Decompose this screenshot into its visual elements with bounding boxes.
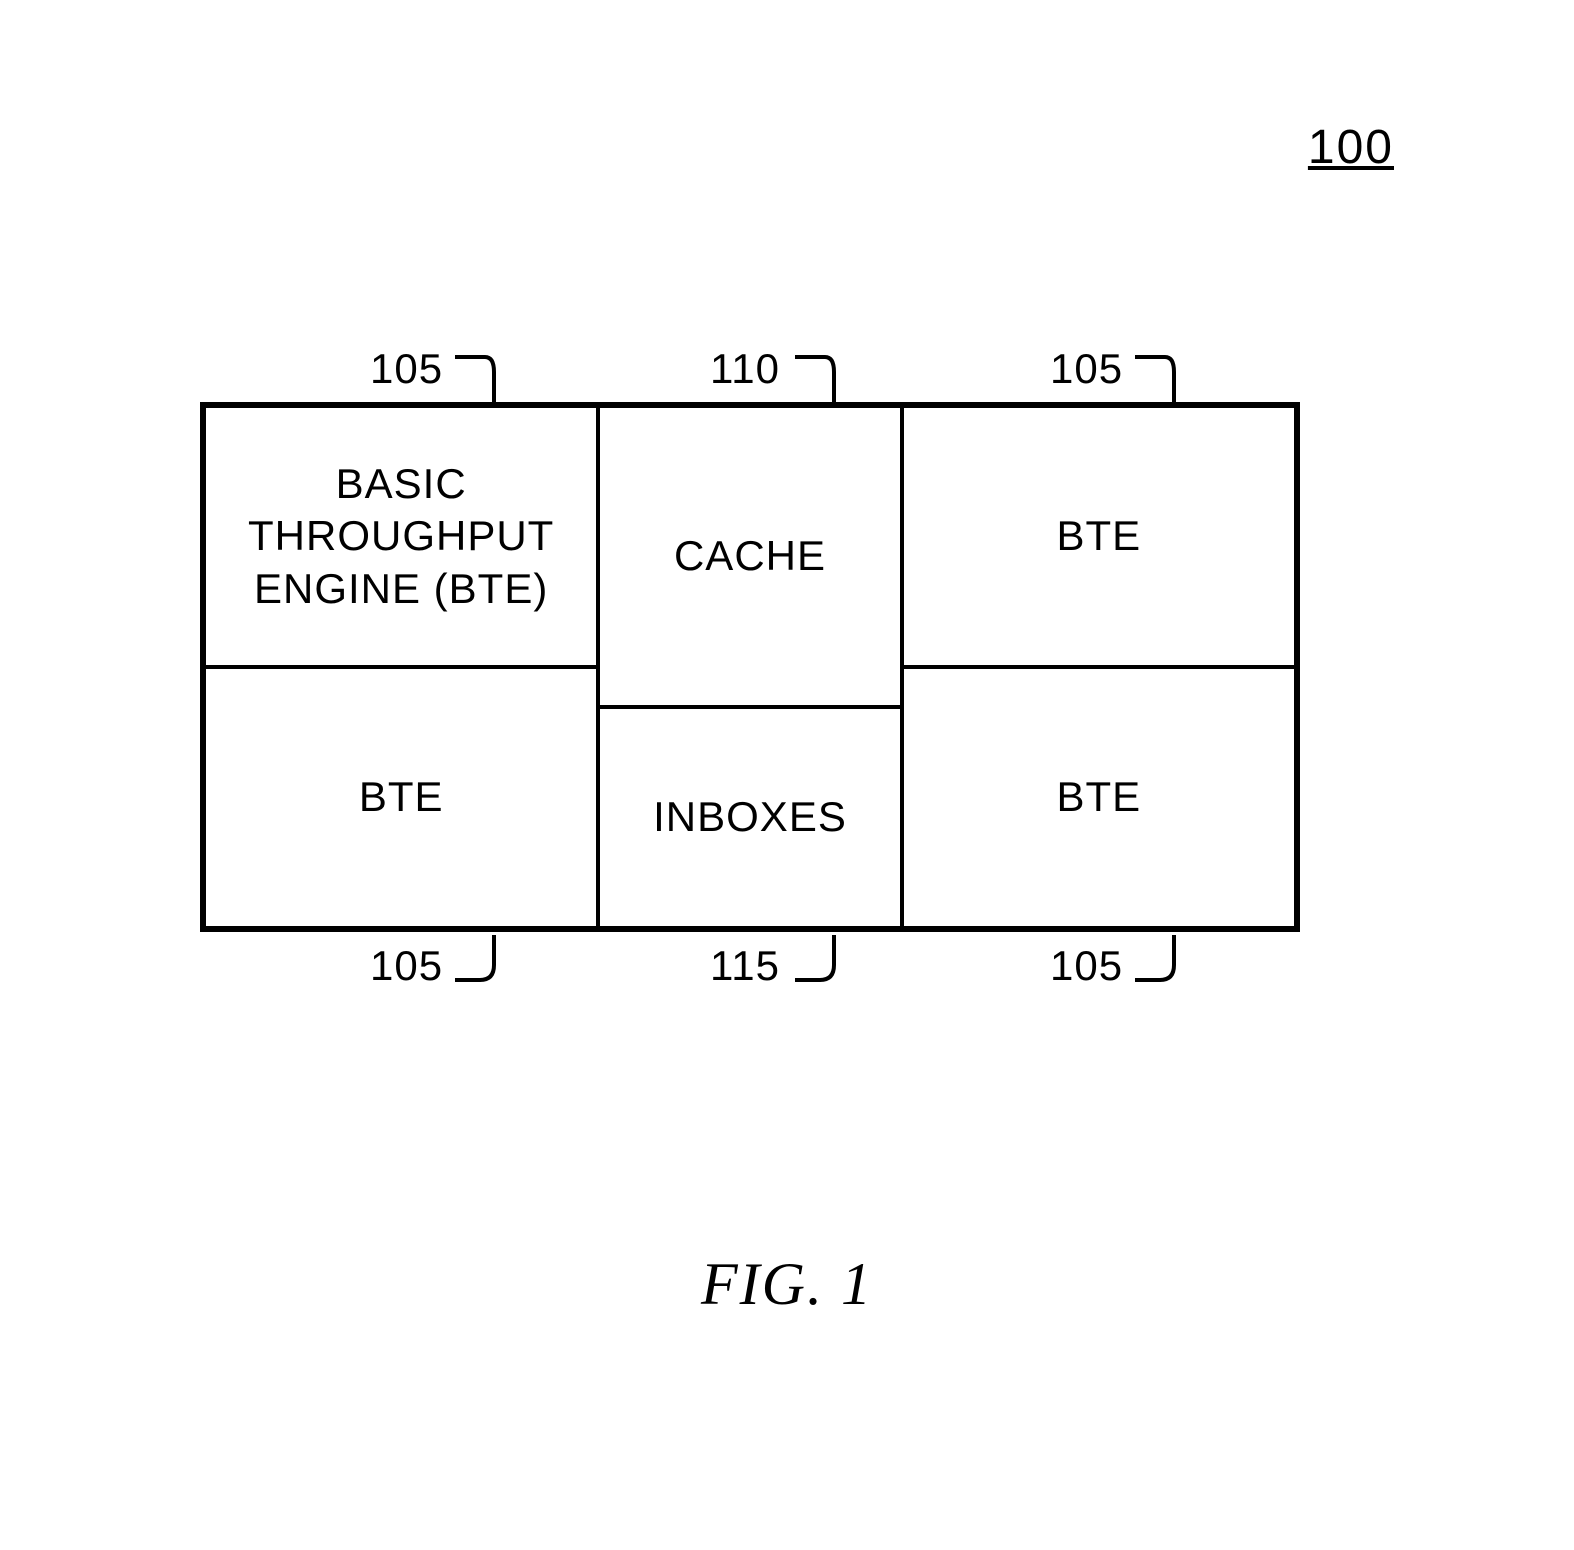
leader-hook-icon xyxy=(790,930,850,985)
column-right: BTE BTE xyxy=(902,406,1296,928)
block-label: BTE xyxy=(1056,771,1141,824)
leader-hook-icon xyxy=(1130,930,1190,985)
block-label: CACHE xyxy=(674,530,826,583)
block-label: BTE xyxy=(359,771,444,824)
column-left: BASIC THROUGHPUT ENGINE (BTE) BTE xyxy=(204,406,598,928)
block-label: BTE xyxy=(1056,510,1141,563)
diagram-grid: BASIC THROUGHPUT ENGINE (BTE) BTE CACHE … xyxy=(200,402,1300,932)
ref-label-top-mid: 110 xyxy=(710,345,780,393)
block-label: INBOXES xyxy=(653,791,847,844)
block-bte-bottom-left: BTE xyxy=(204,667,598,928)
column-mid: CACHE INBOXES xyxy=(598,406,901,928)
block-diagram: BASIC THROUGHPUT ENGINE (BTE) BTE CACHE … xyxy=(200,402,1300,932)
block-inboxes: INBOXES xyxy=(598,707,901,929)
block-bte-bottom-right: BTE xyxy=(902,667,1296,928)
ref-label-bottom-right: 105 xyxy=(1050,942,1123,990)
ref-label-bottom-mid: 115 xyxy=(710,942,780,990)
ref-label-bottom-left: 105 xyxy=(370,942,443,990)
block-bte-top-right: BTE xyxy=(902,406,1296,667)
ref-label-top-left: 105 xyxy=(370,345,443,393)
leader-hook-icon xyxy=(450,930,510,985)
block-cache: CACHE xyxy=(598,406,901,707)
figure-caption: FIG. 1 xyxy=(0,1250,1574,1319)
block-label: BASIC THROUGHPUT ENGINE (BTE) xyxy=(216,458,586,616)
block-bte-main: BASIC THROUGHPUT ENGINE (BTE) xyxy=(204,406,598,667)
leader-hook-icon xyxy=(1130,352,1190,407)
leader-hook-icon xyxy=(790,352,850,407)
leader-hook-icon xyxy=(450,352,510,407)
ref-label-top-right: 105 xyxy=(1050,345,1123,393)
figure-number-label: 100 xyxy=(1308,120,1394,175)
